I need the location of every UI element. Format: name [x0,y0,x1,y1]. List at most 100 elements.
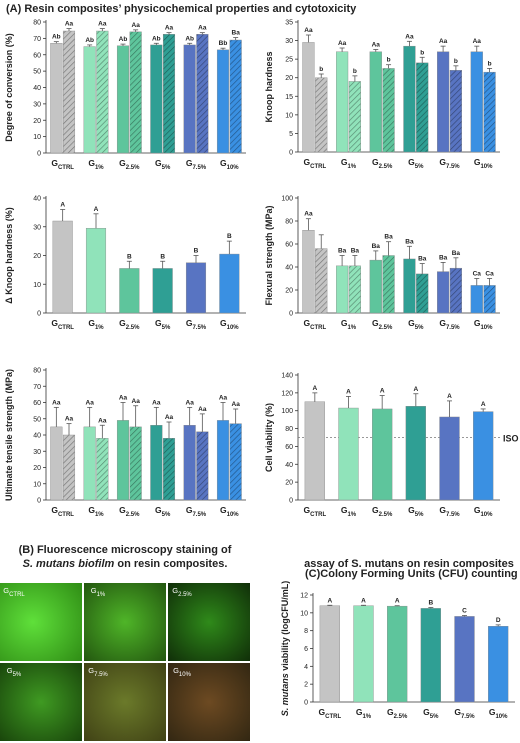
data-label: A [481,401,486,408]
category-main: G [3,586,9,595]
category-label: G5% [155,318,171,331]
category-sub: 5% [415,164,424,170]
microscopy-image [84,583,166,661]
data-label: A [361,597,366,604]
category-label: GCTRL [51,318,74,331]
data-label: Ab [152,35,161,42]
data-label: B [160,253,165,260]
bar [353,605,374,703]
category-label: G10% [474,157,493,170]
y-tick-label: 140 [281,373,293,380]
data-label: Aa [52,399,61,406]
category-sub: 1% [95,165,104,171]
data-label: Aa [439,38,448,45]
y-tick-label: 40 [285,265,293,272]
category-label: G7.5% [439,157,460,170]
bar [437,51,450,153]
category-label: G1% [341,318,357,331]
bar [382,68,395,153]
y-tick-label: 20 [285,288,293,295]
data-label: Ba [452,250,461,257]
data-label: Ca [473,271,482,278]
data-label: A [94,206,99,213]
category-sub: CTRL [310,325,326,331]
data-label: Aa [98,21,107,28]
category-main: G [474,505,481,515]
category-label: G1% [88,158,104,171]
category-main: G [423,707,430,717]
category-sub: 10% [227,165,240,171]
category-label: G5% [408,318,424,331]
category-sub: 2.5% [126,512,140,518]
bar [405,406,426,501]
category-main: G [155,505,162,515]
category-label: G5% [155,505,171,518]
data-label: b [353,68,357,75]
category-main: G [173,666,179,675]
data-label: Aa [198,25,207,32]
category-sub: CTRL [58,325,74,331]
bar [116,420,130,501]
data-label: A [413,386,418,393]
bar [369,259,382,314]
category-label: GCTRL [319,707,342,720]
category-sub: 2.5% [379,325,393,331]
y-tick-label: 40 [33,196,41,203]
microscopy-image [0,583,82,661]
microscopy-image [168,583,250,661]
bar [416,273,429,314]
category-label: GCTRL [3,586,25,598]
category-sub: 7.5% [446,512,460,518]
data-label: Aa [86,399,95,406]
y-tick-label: 100 [281,196,293,203]
category-label: G1% [88,505,104,518]
category-sub: 2.5% [126,325,140,331]
data-label: A [380,388,385,395]
category-sub: 7.5% [192,165,206,171]
category-sub: CTRL [310,164,326,170]
category-sub: 10% [480,164,493,170]
category-sub: 7.5% [446,325,460,331]
data-label: Aa [98,417,107,424]
y-tick-label: 25 [285,57,293,64]
bar [62,30,76,154]
y-tick-label: 30 [33,224,41,231]
bar [229,423,242,501]
chart-title: (C)Colony Forming Units (CFU) counting [305,568,518,580]
category-label: G10% [474,318,493,331]
category-sub: 10% [179,672,192,678]
y-tick-label: 0 [37,498,41,505]
category-label: G2.5% [119,505,140,518]
category-sub: 1% [347,325,356,331]
data-label: Aa [186,399,195,406]
y-tick-label: 6 [304,646,308,653]
bar [50,43,63,154]
data-label: Aa [372,41,381,48]
y-tick-label: 80 [33,368,41,375]
data-label: Ba [405,238,414,245]
data-label: Aa [65,416,74,423]
data-label: Aa [152,399,161,406]
category-main: G [88,505,95,515]
category-sub: 5% [162,325,171,331]
category-main: G [356,707,363,717]
data-label: Aa [304,211,313,218]
y-tick-label: 70 [33,384,41,391]
bar [488,626,509,703]
category-sub: 10% [227,512,240,518]
category-sub: 5% [415,512,424,518]
bar [319,605,340,703]
category-label: GCTRL [51,505,74,518]
category-main: G [220,158,227,168]
category-label: G1% [341,505,357,518]
data-label: b [420,49,424,56]
data-label: Aa [65,21,74,28]
title-text: S. mutans biofilm [23,558,115,570]
category-sub: CTRL [58,165,74,171]
data-label: Ab [119,36,128,43]
y-tick-label: 8 [304,628,308,635]
data-label: b [387,57,391,64]
data-label: A [447,393,452,400]
y-tick-label: 10 [33,481,41,488]
bar [83,426,96,501]
